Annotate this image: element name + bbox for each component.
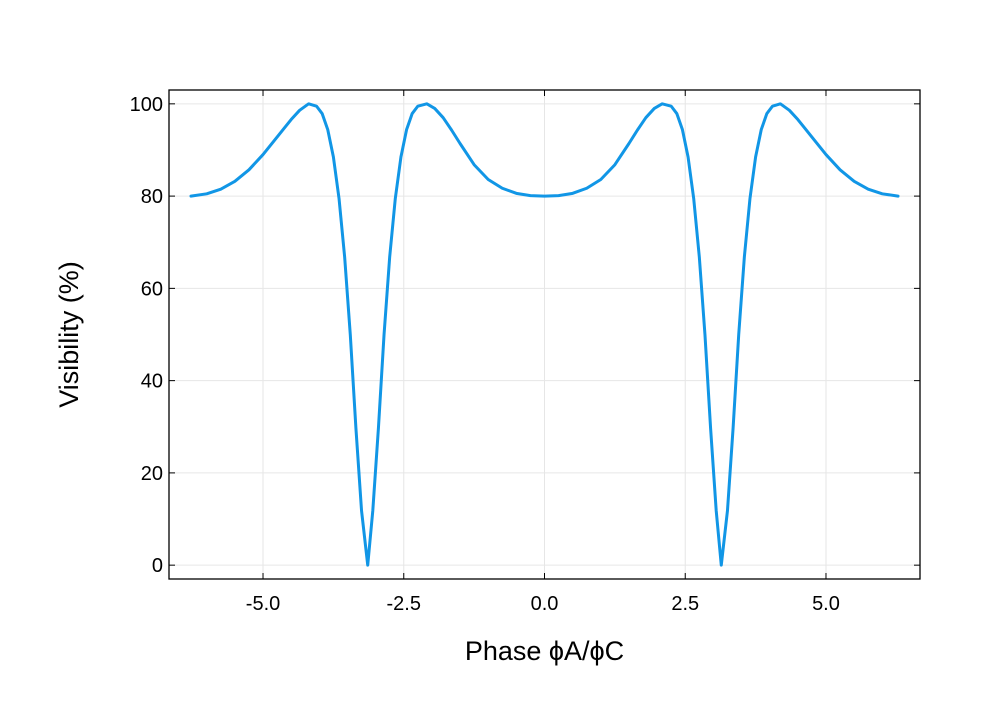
x-tick-label: 0.0 [531,593,559,615]
y-tick-label: 80 [141,186,163,208]
y-tick-label: 100 [130,94,163,116]
x-tick-label: -2.5 [387,593,421,615]
plot-frame [168,89,921,580]
y-tick-label: 20 [141,463,163,485]
series-line [189,102,900,567]
x-tick-label: 5.0 [812,593,840,615]
x-tick-label: -5.0 [246,593,280,615]
y-tick-label: 40 [141,371,163,393]
tick-marks [169,90,920,579]
y-tick-label: 0 [152,555,163,577]
y-axis-label: Visibility (%) [54,261,84,408]
x-tick-labels: -5.0 -2.5 0.0 2.5 5.0 [246,593,840,615]
y-tick-labels: 0 20 40 60 80 100 [130,94,163,577]
y-tick-label: 60 [141,278,163,300]
x-tick-label: 2.5 [671,593,699,615]
x-axis-label: Phase ϕA/ϕC [465,636,624,666]
